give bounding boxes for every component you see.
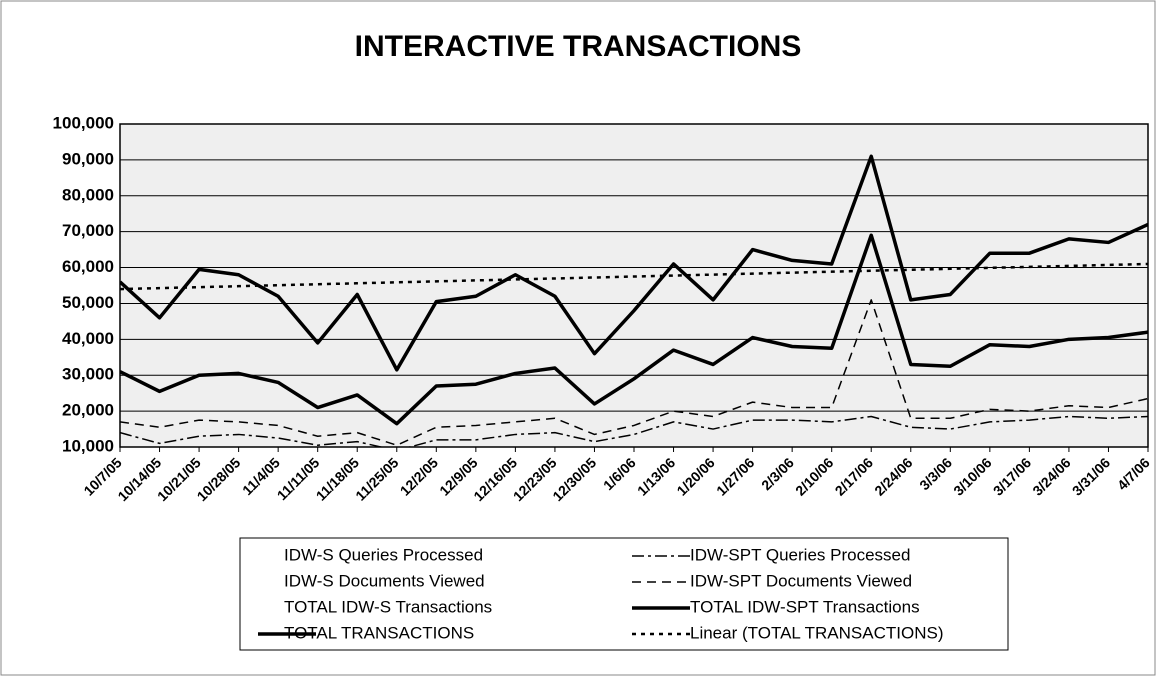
x-tick-label: 10/28/05 (194, 454, 244, 504)
x-tick-label: 1/27/06 (713, 454, 757, 498)
x-tick-label: 11/18/05 (313, 454, 362, 503)
series-line (120, 233, 1148, 426)
legend-label: IDW-SPT Documents Viewed (690, 571, 912, 590)
series-line (120, 262, 1148, 291)
x-tick-label: 4/7/06 (1114, 454, 1153, 493)
legend-label: IDW-S Documents Viewed (284, 571, 485, 590)
x-tick-label: 1/13/06 (634, 454, 678, 498)
series-group (120, 154, 1148, 447)
y-tick-label: 40,000 (62, 329, 114, 348)
x-tick-label: 1/20/06 (673, 454, 717, 498)
chart-title: INTERACTIVE TRANSACTIONS (355, 30, 802, 63)
legend-label: TOTAL IDW-S Transactions (284, 597, 492, 616)
x-tick-label: 12/2/05 (397, 454, 441, 498)
x-tick-label: 2/24/06 (871, 454, 915, 498)
x-tick-label: 11/25/05 (352, 454, 401, 503)
legend-label: Linear (TOTAL TRANSACTIONS) (690, 623, 943, 642)
legend-label: TOTAL TRANSACTIONS (284, 623, 474, 642)
y-tick-label: 50,000 (62, 293, 114, 312)
legend-label: IDW-S Queries Processed (284, 545, 483, 564)
y-tick-label: 30,000 (62, 365, 114, 384)
x-tick-label: 2/17/06 (832, 454, 876, 498)
x-tick-label: 3/17/06 (990, 454, 1034, 498)
legend-label: TOTAL IDW-SPT Transactions (690, 597, 920, 616)
legend-label: IDW-SPT Queries Processed (690, 545, 910, 564)
x-tick-label: 12/30/05 (549, 454, 599, 504)
x-tick-label: 3/24/06 (1029, 454, 1073, 498)
y-tick-label: 100,000 (53, 113, 114, 132)
y-tick-label: 60,000 (62, 257, 114, 276)
y-tick-label: 90,000 (62, 149, 114, 168)
x-tick-label: 2/10/06 (792, 454, 836, 498)
x-tick-label: 3/10/06 (950, 454, 994, 498)
x-tick-label: 3/31/06 (1069, 454, 1113, 498)
series-line (120, 299, 1148, 446)
y-tick-label: 20,000 (62, 401, 114, 420)
y-tick-label: 10,000 (62, 436, 114, 455)
y-tick-label: 70,000 (62, 221, 114, 240)
y-tick-label: 80,000 (62, 185, 114, 204)
legend-box (239, 537, 1009, 651)
